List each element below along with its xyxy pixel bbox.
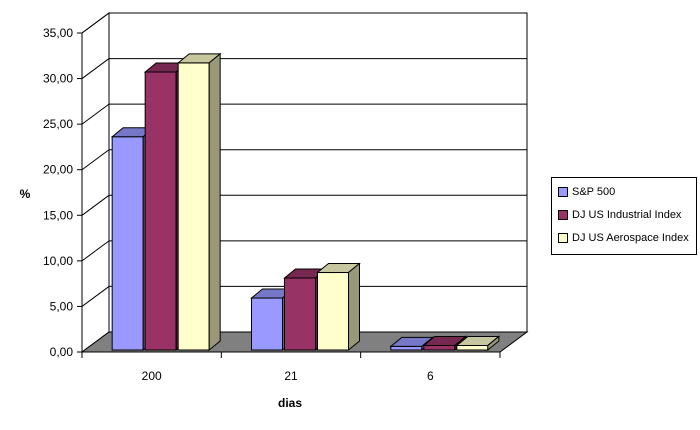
y-tick-label: 10,00 (43, 254, 73, 268)
legend-swatch (558, 187, 568, 197)
x-axis-title: dias (278, 396, 302, 410)
gridline-side (81, 194, 110, 216)
bar (316, 262, 361, 352)
legend: S&P 500 DJ US Industrial Index DJ US Aeros… (551, 177, 697, 255)
legend-item: S&P 500 (558, 184, 615, 200)
bar-front (284, 277, 316, 351)
side-wall (81, 12, 110, 353)
y-tick-label: 25,00 (43, 117, 73, 131)
y-tick-label: 20,00 (43, 163, 73, 177)
legend-label: DJ US Industrial Index (572, 209, 682, 221)
gridline-side (81, 103, 110, 125)
bar-front (423, 344, 456, 351)
bar (389, 336, 435, 352)
legend-label: S&P 500 (572, 186, 616, 198)
gridline-side (81, 58, 110, 79)
bar-front (111, 136, 144, 351)
bar-side (348, 262, 360, 352)
bar-front (177, 62, 210, 351)
bar-front (456, 344, 489, 351)
axes (77, 32, 501, 358)
legend-item: DJ US Aerospace Index (558, 230, 689, 246)
legend-item: DJ US Industrial Index (558, 207, 681, 223)
gridline-side (81, 12, 110, 34)
gridline-side (81, 286, 110, 307)
legend-label: DJ US Aerospace Index (572, 232, 689, 244)
bar-side (208, 52, 221, 352)
y-tick-label: 5,00 (50, 299, 74, 313)
y-tick-label: 15,00 (43, 208, 73, 222)
x-tick-labels: 200 21 6 (142, 369, 434, 383)
x-tick-label: 6 (427, 369, 434, 383)
y-tick-labels: 0,00 5,00 10,00 15,00 20,00 25,00 30,00 35,00 (43, 26, 73, 359)
y-tick-label: 30,00 (43, 72, 73, 86)
bar-front (390, 345, 423, 351)
bar-front (251, 297, 283, 351)
gridline-side (81, 240, 110, 262)
y-axis-title: % (20, 187, 31, 201)
bar-front (317, 272, 349, 351)
bars (110, 52, 501, 352)
bar (455, 335, 501, 352)
x-tick-label: 200 (142, 369, 162, 383)
x-tick-label: 21 (284, 369, 298, 383)
legend-swatch (558, 210, 568, 220)
gridline-side (81, 149, 110, 171)
y-tick-label: 0,00 (50, 345, 74, 359)
bar (176, 52, 222, 352)
bar-side (487, 335, 500, 352)
bar-front (144, 71, 177, 351)
legend-swatch (558, 233, 568, 243)
y-tick-label: 35,00 (43, 26, 73, 40)
